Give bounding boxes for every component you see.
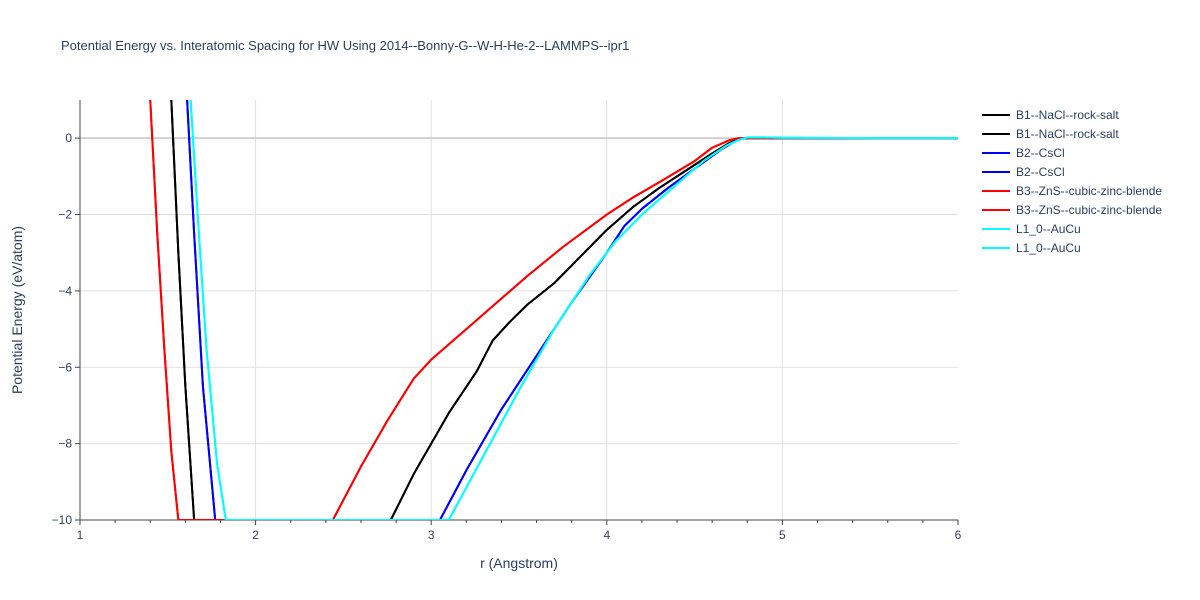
series-line-8: [189, 100, 958, 520]
series-line-1: [170, 100, 958, 520]
x-tick-label: 3: [428, 528, 435, 542]
series-line-7: [189, 100, 958, 520]
legend-label: B1--NaCl--rock-salt: [1016, 108, 1119, 122]
legend-item[interactable]: B1--NaCl--rock-salt: [982, 127, 1119, 141]
series-line-5: [149, 100, 958, 520]
legend-label: B3--ZnS--cubic-zinc-blende: [1016, 184, 1162, 198]
legend-label: L1_0--AuCu: [1016, 241, 1081, 255]
x-tick-label: 6: [955, 528, 962, 542]
y-tick-label: −8: [58, 437, 72, 451]
legend-label: B3--ZnS--cubic-zinc-blende: [1016, 203, 1162, 217]
legend-item[interactable]: L1_0--AuCu: [982, 222, 1081, 236]
y-tick-label: −4: [58, 284, 72, 298]
y-tick-label: −2: [58, 208, 72, 222]
legend-item[interactable]: B2--CsCl: [982, 146, 1065, 160]
legend-item[interactable]: B1--NaCl--rock-salt: [982, 108, 1119, 122]
legend-label: L1_0--AuCu: [1016, 222, 1081, 236]
series-line-3: [186, 100, 958, 520]
y-axis-title: Potential Energy (eV/atom): [9, 226, 25, 394]
series-line-2: [170, 100, 958, 520]
legend-label: B1--NaCl--rock-salt: [1016, 127, 1119, 141]
plot-area: [149, 100, 958, 520]
series-line-6: [149, 100, 958, 520]
grid-lines: [79, 100, 958, 521]
legend-item[interactable]: L1_0--AuCu: [982, 241, 1081, 255]
legend-item[interactable]: B3--ZnS--cubic-zinc-blende: [982, 203, 1162, 217]
y-tick-label: −6: [58, 360, 72, 374]
x-tick-label: 4: [603, 528, 610, 542]
axis-ticks: 1 2 3 4 5 6 0 −2 −4 −6 −8 −10: [52, 131, 962, 542]
x-tick-label: 5: [779, 528, 786, 542]
x-tick-label: 2: [252, 528, 259, 542]
legend: B1--NaCl--rock-salt B1--NaCl--rock-salt B2…: [982, 108, 1162, 255]
chart-title: Potential Energy vs. Interatomic Spacing…: [61, 38, 629, 53]
series-line-4: [186, 100, 958, 520]
legend-item[interactable]: B3--ZnS--cubic-zinc-blende: [982, 184, 1162, 198]
y-tick-label: 0: [65, 131, 72, 145]
legend-label: B2--CsCl: [1016, 165, 1065, 179]
legend-item[interactable]: B2--CsCl: [982, 165, 1065, 179]
legend-label: B2--CsCl: [1016, 146, 1065, 160]
y-tick-label: −10: [52, 513, 73, 527]
x-tick-label: 1: [77, 528, 84, 542]
x-axis-title: r (Angstrom): [480, 555, 558, 571]
